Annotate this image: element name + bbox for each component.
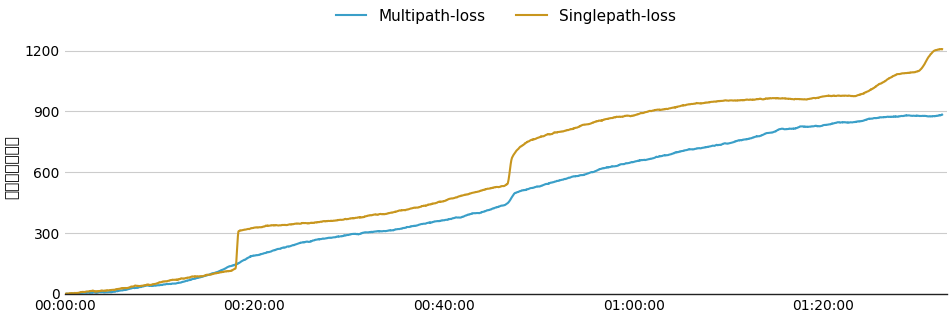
Multipath-loss (578, 173, 590, 177)
Singlepath-loss (59, 292, 70, 296)
Singlepath-loss (709, 100, 721, 103)
Multipath-loss (936, 113, 947, 117)
Multipath-loss (377, 230, 388, 233)
Multipath-loss (59, 292, 70, 296)
Singlepath-loss (616, 115, 628, 119)
Line: Multipath-loss: Multipath-loss (65, 115, 942, 294)
Singlepath-loss (937, 47, 948, 51)
Singlepath-loss (103, 288, 114, 292)
Legend: Multipath-loss, Singlepath-loss: Multipath-loss, Singlepath-loss (330, 3, 682, 30)
Y-axis label: パケットロス数: パケットロス数 (4, 135, 19, 199)
Multipath-loss (709, 144, 721, 147)
Singlepath-loss (578, 123, 590, 126)
Multipath-loss (103, 290, 114, 294)
Singlepath-loss (377, 212, 388, 216)
Multipath-loss (756, 133, 767, 137)
Singlepath-loss (935, 47, 946, 51)
Line: Singlepath-loss: Singlepath-loss (65, 49, 942, 294)
Singlepath-loss (756, 97, 767, 101)
Multipath-loss (937, 113, 948, 117)
Multipath-loss (616, 162, 628, 166)
